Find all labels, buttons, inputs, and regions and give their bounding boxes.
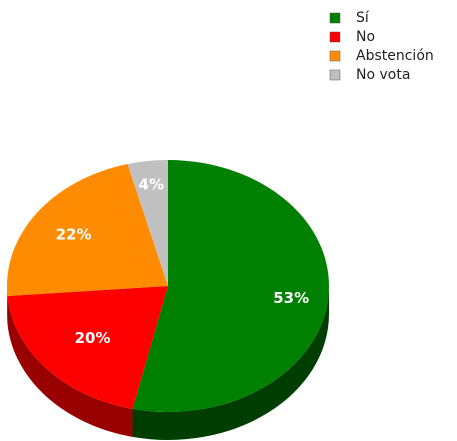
pie-top-layer <box>6 160 329 412</box>
legend-label-si: Sí <box>356 10 370 26</box>
legend-swatch-no-vota <box>329 69 341 81</box>
pie-depth-layer <box>7 286 329 440</box>
slice-side-si <box>132 286 329 440</box>
slice-no-vota <box>127 160 168 286</box>
slice-side-abstencion <box>7 286 8 324</box>
legend-swatch-si <box>329 12 341 24</box>
data-label-no: 20% <box>75 329 111 347</box>
slice-abstencion <box>6 164 168 296</box>
legend-swatch-no <box>329 31 341 43</box>
legend-label-no-vota: No vota <box>356 67 410 83</box>
data-labels: 53% 20% 22% 4% <box>56 176 310 348</box>
legend: Sí No Abstención No vota <box>329 10 434 83</box>
legend-label-abstencion: Abstención <box>356 48 434 64</box>
legend-swatch-abstencion <box>329 50 341 62</box>
slice-no <box>7 286 169 409</box>
slice-si <box>132 160 329 412</box>
slice-side-no <box>7 295 133 437</box>
data-label-no-vota: 4% <box>139 176 164 194</box>
data-label-abstencion: 22% <box>56 225 92 243</box>
legend-label-no: No <box>356 29 375 45</box>
data-label-si: 53% <box>273 289 309 307</box>
